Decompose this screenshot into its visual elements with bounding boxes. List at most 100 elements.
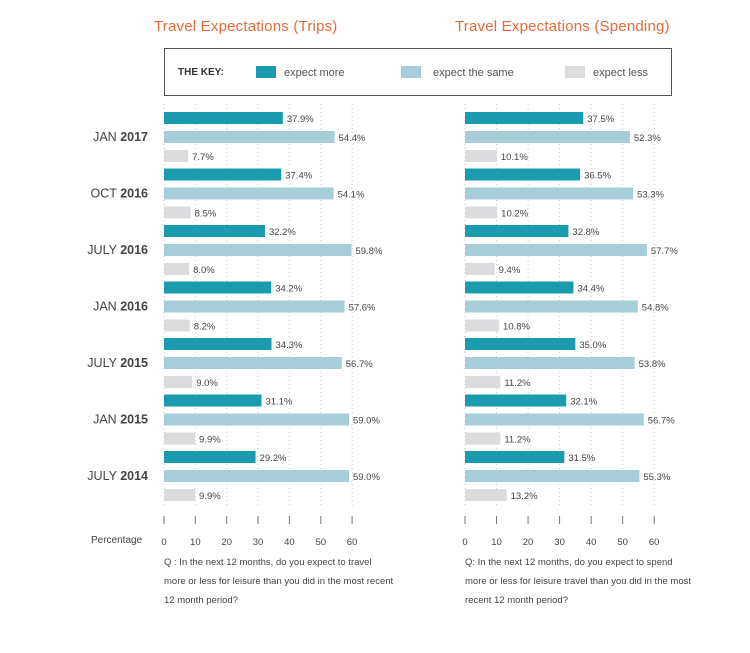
spending-data-label: 56.7% — [648, 416, 675, 427]
spending-bar-more — [465, 394, 567, 407]
trips-data-label: 34.2% — [275, 284, 302, 295]
spending-bar-less — [465, 263, 495, 275]
spending-bar-same — [465, 413, 644, 426]
spending-tick-label: 50 — [617, 537, 628, 548]
spending-data-label: 11.2% — [504, 435, 531, 446]
trips-data-label: 8.2% — [194, 322, 216, 333]
spending-data-label: 53.3% — [637, 190, 664, 201]
trips-data-label: 34.3% — [276, 340, 303, 351]
spending-data-label: 37.5% — [587, 114, 614, 125]
spending-bar-same — [465, 187, 634, 200]
trips-data-label: 59.0% — [353, 472, 380, 483]
chart-title-trips: Travel Expectations (Trips) — [154, 18, 338, 35]
spending-data-label: 34.4% — [577, 284, 604, 295]
trips-data-label: 37.4% — [285, 171, 312, 182]
trips-tick-label: 50 — [315, 537, 326, 548]
legend-swatch-more — [256, 66, 276, 78]
spending-bar-more — [465, 281, 574, 294]
question-spending: Q: In the next 12 months, do you expect … — [465, 557, 691, 606]
trips-data-label: 31.1% — [265, 397, 292, 408]
spending-bar-more — [465, 168, 581, 181]
spending-bar-less — [465, 489, 507, 501]
spending-bar-less — [465, 432, 501, 445]
spending-data-label: 35.0% — [579, 340, 606, 351]
trips-bar-less — [164, 263, 190, 275]
category-label: JULY 2016 — [87, 243, 148, 257]
spending-data-label: 55.3% — [643, 472, 670, 483]
spending-bar-same — [465, 470, 640, 482]
spending-bar-more — [465, 112, 584, 124]
category-label: JULY 2014 — [87, 469, 148, 483]
spending-bar-less — [465, 150, 497, 162]
trips-data-label: 9.9% — [199, 491, 221, 502]
spending-data-label: 54.8% — [642, 303, 669, 314]
trips-bar-less — [164, 150, 189, 162]
trips-data-label: 57.6% — [349, 303, 376, 314]
spending-data-label: 10.2% — [501, 209, 528, 220]
legend-key-label: THE KEY: — [178, 67, 224, 78]
spending-bar-more — [465, 451, 565, 463]
trips-data-label: 32.2% — [269, 227, 296, 238]
trips-data-label: 59.8% — [355, 246, 382, 257]
trips-bar-less — [164, 376, 193, 388]
trips-bar-same — [164, 300, 345, 313]
spending-tick-label: 40 — [586, 537, 597, 548]
legend-label-same: expect the same — [433, 67, 514, 79]
spending-bar-less — [465, 319, 500, 332]
spending-bar-same — [465, 131, 630, 143]
trips-bar-more — [164, 168, 282, 181]
trips-data-label: 8.5% — [195, 209, 217, 220]
legend-label-more: expect more — [284, 67, 345, 79]
trips-bar-same — [164, 131, 335, 143]
legend-swatch-same — [401, 66, 421, 78]
trips-bar-same — [164, 357, 342, 369]
category-label: OCT 2016 — [91, 187, 148, 201]
trips-bar-more — [164, 451, 256, 463]
trips-bar-same — [164, 470, 349, 482]
spending-data-label: 13.2% — [511, 491, 538, 502]
spending-data-label: 32.8% — [572, 227, 599, 238]
spending-tick-label: 0 — [462, 537, 467, 548]
trips-bar-more — [164, 281, 272, 294]
spending-data-label: 10.8% — [503, 322, 530, 333]
spending-tick-label: 20 — [523, 537, 534, 548]
trips-data-label: 54.1% — [338, 190, 365, 201]
trips-data-label: 37.9% — [287, 114, 314, 125]
spending-bar-same — [465, 244, 647, 256]
spending-data-label: 11.2% — [504, 378, 531, 389]
spending-bar-less — [465, 206, 498, 219]
trips-bar-less — [164, 319, 190, 332]
trips-tick-label: 30 — [253, 537, 264, 548]
trips-data-label: 59.0% — [353, 416, 380, 427]
trips-data-label: 29.2% — [260, 453, 287, 464]
trips-bar-same — [164, 187, 334, 200]
spending-tick-label: 30 — [554, 537, 565, 548]
legend-key: THE KEY: expect more expect the same exp… — [164, 48, 672, 96]
spending-data-label: 53.8% — [639, 359, 666, 370]
spending-bar-more — [465, 225, 569, 237]
trips-bar-more — [164, 225, 265, 237]
spending-data-label: 57.7% — [651, 246, 678, 257]
legend-label-less: expect less — [593, 67, 649, 79]
spending-bar-same — [465, 300, 638, 313]
trips-data-label: 9.9% — [199, 435, 221, 446]
spending-data-label: 9.4% — [499, 265, 521, 276]
trips-tick-label: 40 — [284, 537, 295, 548]
trips-tick-label: 60 — [347, 537, 358, 548]
spending-bar-same — [465, 357, 635, 369]
trips-data-label: 54.4% — [339, 133, 366, 144]
spending-tick-label: 60 — [649, 537, 660, 548]
spending-data-label: 52.3% — [634, 133, 661, 144]
spending-data-label: 10.1% — [501, 152, 528, 163]
spending-tick-label: 10 — [491, 537, 502, 548]
trips-data-label: 8.0% — [193, 265, 215, 276]
category-label: JAN 2017 — [93, 130, 148, 144]
question-trips: Q : In the next 12 months, do you expect… — [164, 557, 394, 606]
trips-bar-more — [164, 338, 272, 350]
spending-bar-less — [465, 376, 501, 388]
trips-data-label: 7.7% — [192, 152, 214, 163]
trips-bar-less — [164, 432, 196, 445]
trips-bar-same — [164, 413, 349, 426]
spending-bar-more — [465, 338, 576, 350]
